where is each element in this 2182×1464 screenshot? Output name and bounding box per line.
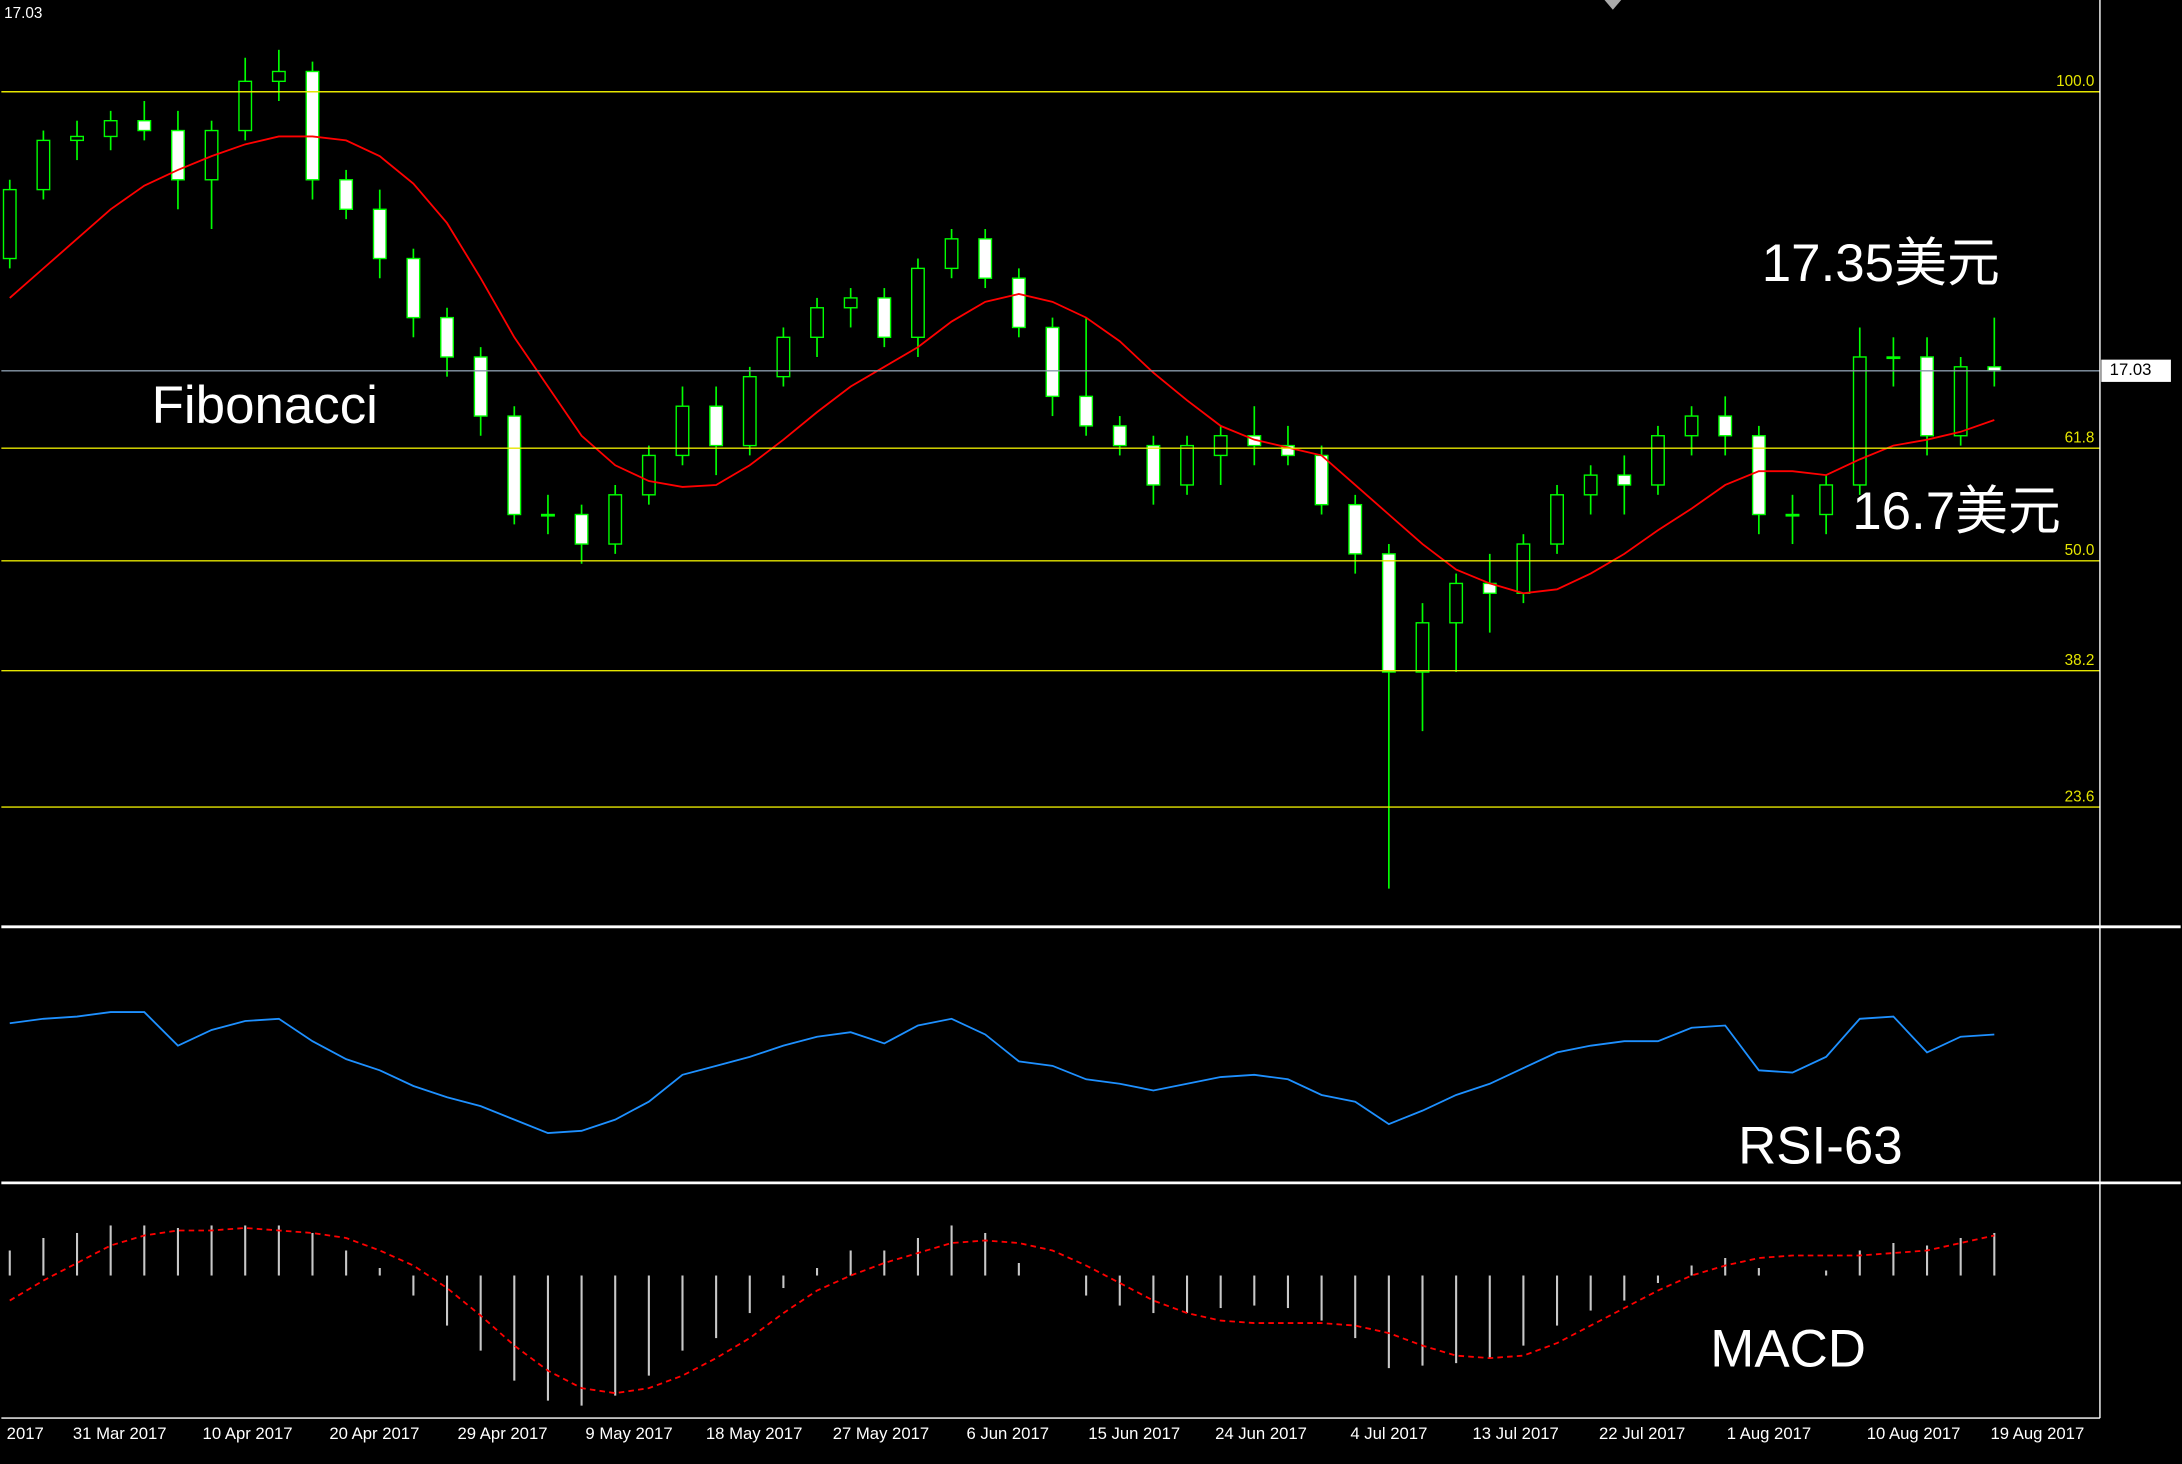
candle-body [843, 297, 858, 309]
annotation: RSI-63 [1738, 1116, 1903, 1175]
candle-body [1819, 484, 1834, 516]
candle-body [978, 238, 993, 279]
candle-body [1348, 503, 1363, 555]
candle-body [1449, 582, 1464, 624]
annotation: 17.35美元 [1762, 234, 2000, 293]
annotation: Fibonacci [152, 376, 378, 435]
last-price-label: 17.03 [2110, 360, 2152, 379]
candle-body [810, 307, 824, 338]
candle-body [877, 297, 892, 338]
candle-body [1550, 494, 1564, 545]
candle-body [1852, 356, 1867, 486]
candle-body [675, 405, 690, 457]
candle-body [36, 139, 51, 191]
fib-label: 61.8 [2065, 429, 2095, 446]
candle-body [406, 257, 421, 319]
candle-body [372, 208, 387, 260]
candle-body [1886, 356, 1901, 360]
candle-body [1381, 553, 1396, 673]
x-tick-label: 6 Jun 2017 [966, 1424, 1049, 1443]
x-tick-label: 20 Apr 2017 [329, 1424, 419, 1443]
candle-body [1415, 622, 1430, 673]
candle-body [1650, 435, 1665, 486]
candle-body [1920, 356, 1935, 437]
x-tick-label: 10 Apr 2017 [203, 1424, 293, 1443]
candle-body [473, 356, 488, 417]
fib-label: 23.6 [2065, 788, 2095, 805]
scroll-marker [1604, 0, 1622, 10]
candle-body [742, 375, 757, 447]
candle-body [1718, 415, 1733, 437]
marks-layer [1, 49, 2100, 1406]
fib-label: 50.0 [2065, 542, 2095, 559]
candle-body [170, 129, 185, 181]
candle-body [1751, 435, 1766, 516]
candle-body [1583, 474, 1598, 496]
annotation: MACD [1710, 1320, 1866, 1379]
candle-body [440, 316, 454, 358]
candle-body [776, 336, 791, 378]
x-tick-label: 4 Jul 2017 [1350, 1424, 1427, 1443]
line [9, 1227, 1995, 1395]
candle-body [944, 238, 959, 270]
line [9, 1011, 1995, 1134]
x-tick-label: 27 May 2017 [833, 1424, 929, 1443]
candle-body [137, 120, 152, 132]
labels-layer: 17.03 Fibonacci 17.35美元 16.7美元 RSI-63 MA… [4, 5, 2171, 1443]
candle-body [507, 415, 522, 516]
last-price-box [2101, 359, 2171, 382]
candle-body [1112, 425, 1127, 447]
candle-body [1617, 474, 1632, 486]
x-tick-label: 19 Aug 2017 [1991, 1424, 2085, 1443]
fib-label: 100.0 [2056, 73, 2094, 90]
x-tick-label: 9 May 2017 [585, 1424, 672, 1443]
candle-body [305, 70, 320, 181]
candle-body [1011, 277, 1026, 329]
candle-body [1079, 395, 1094, 427]
candle-body [709, 405, 724, 447]
line [9, 135, 1995, 595]
candle-body [204, 129, 219, 181]
candle-body [1953, 366, 1968, 437]
candle-body [1146, 444, 1161, 486]
x-tick-label: 15 Jun 2017 [1088, 1424, 1180, 1443]
candle-body [2, 188, 17, 260]
candle-body [1684, 415, 1699, 437]
candle-body [910, 267, 925, 338]
x-tick-label: 29 Apr 2017 [458, 1424, 548, 1443]
candle-body [608, 494, 623, 545]
candle-body [103, 120, 118, 138]
candle-body [1314, 454, 1329, 506]
candle-body [1213, 435, 1228, 457]
candle-body [574, 513, 589, 545]
x-tick-label: 31 Mar 2017 [73, 1424, 167, 1443]
x-tick-label: 2017 [7, 1424, 44, 1443]
frame [1, 0, 2181, 1419]
fib-label: 38.2 [2065, 652, 2095, 669]
candle-body [540, 513, 555, 517]
candle-body [70, 135, 84, 142]
candle-body [238, 80, 253, 132]
candle-body [1280, 444, 1295, 457]
x-tick-label: 22 Jul 2017 [1599, 1424, 1685, 1443]
candle-body [1045, 326, 1060, 398]
candle-body [641, 454, 656, 496]
candle-body [1516, 543, 1531, 594]
corner-label: 17.03 [4, 5, 42, 22]
x-tick-label: 10 Aug 2017 [1867, 1424, 1961, 1443]
candle-body [1180, 444, 1194, 486]
candle-body [1785, 513, 1800, 517]
x-tick-label: 1 Aug 2017 [1727, 1424, 1811, 1443]
candle-body [271, 70, 286, 83]
x-tick-label: 13 Jul 2017 [1473, 1424, 1559, 1443]
annotation: 16.7美元 [1852, 482, 2061, 541]
x-tick-label: 24 Jun 2017 [1215, 1424, 1307, 1443]
x-tick-label: 18 May 2017 [706, 1424, 802, 1443]
candle-body [339, 179, 354, 211]
